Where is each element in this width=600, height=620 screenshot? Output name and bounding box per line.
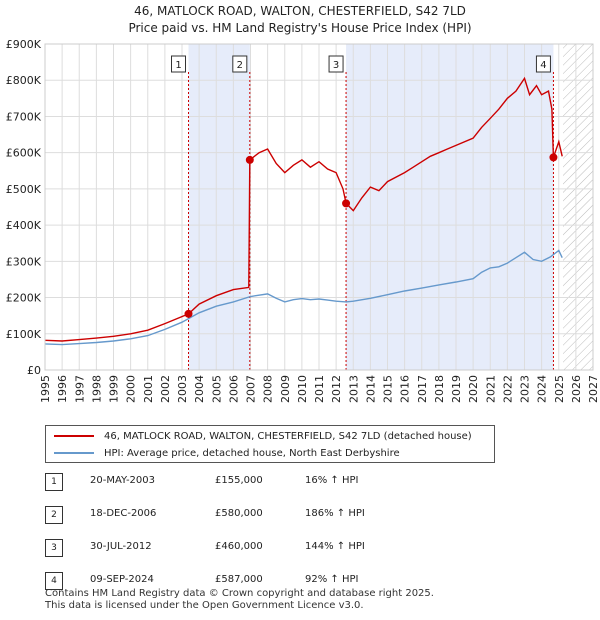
legend-item-property: 46, MATLOCK ROAD, WALTON, CHESTERFIELD, … bbox=[54, 428, 472, 444]
y-tick-label: £500K bbox=[6, 183, 42, 196]
y-tick-label: £800K bbox=[6, 74, 42, 87]
x-tick-label: 2022 bbox=[501, 375, 514, 403]
transaction-price: £587,000 bbox=[215, 574, 263, 585]
x-tick-label: 2010 bbox=[296, 375, 309, 403]
sale-label-box bbox=[232, 55, 248, 73]
x-tick-label: 2024 bbox=[536, 375, 549, 403]
x-tick-label: 2001 bbox=[142, 375, 155, 403]
x-tick-label: 1995 bbox=[39, 375, 52, 403]
transaction-price: £155,000 bbox=[215, 475, 263, 486]
transaction-date: 09-SEP-2024 bbox=[90, 574, 154, 585]
x-tick-label: 2020 bbox=[467, 375, 480, 403]
sale-label: 2 bbox=[237, 60, 243, 71]
table-row: 1 20-MAY-2003 £155,000 16% ↑ HPI bbox=[45, 473, 385, 491]
y-tick-label: £300K bbox=[6, 255, 42, 268]
x-tick-label: 2008 bbox=[262, 375, 275, 403]
footer-line1: Contains HM Land Registry data © Crown c… bbox=[45, 588, 434, 599]
sale-point bbox=[184, 309, 193, 318]
transaction-date: 30-JUL-2012 bbox=[90, 541, 152, 552]
x-tick-label: 2016 bbox=[399, 375, 412, 403]
legend-label-property: 46, MATLOCK ROAD, WALTON, CHESTERFIELD, … bbox=[104, 430, 472, 442]
table-row: 3 30-JUL-2012 £460,000 144% ↑ HPI bbox=[45, 539, 385, 557]
transaction-price: £460,000 bbox=[215, 541, 263, 552]
footer-line2: This data is licensed under the Open Gov… bbox=[45, 600, 364, 611]
x-tick-label: 2006 bbox=[227, 375, 240, 403]
transaction-number: 4 bbox=[45, 572, 63, 590]
y-tick-label: £400K bbox=[6, 219, 42, 232]
sale-label: 1 bbox=[175, 60, 181, 71]
transaction-date: 20-MAY-2003 bbox=[90, 475, 156, 486]
legend: 46, MATLOCK ROAD, WALTON, CHESTERFIELD, … bbox=[45, 425, 495, 463]
x-tick-label: 2023 bbox=[519, 375, 532, 403]
sale-point bbox=[549, 153, 558, 162]
transaction-number: 3 bbox=[45, 539, 63, 557]
y-tick-label: £900K bbox=[6, 38, 42, 51]
x-tick-label: 2015 bbox=[382, 375, 395, 403]
transaction-hpi: 16% ↑ HPI bbox=[305, 475, 359, 486]
transaction-number: 2 bbox=[45, 506, 63, 524]
x-tick-label: 1999 bbox=[108, 375, 121, 403]
legend-swatch-hpi bbox=[54, 452, 94, 454]
y-tick-label: £700K bbox=[6, 110, 42, 123]
x-tick-label: 2014 bbox=[364, 375, 377, 403]
x-tick-label: 2025 bbox=[553, 375, 566, 403]
legend-label-hpi: HPI: Average price, detached house, Nort… bbox=[104, 447, 400, 459]
sale-label-box bbox=[328, 55, 344, 73]
sale-point bbox=[245, 155, 254, 164]
x-tick-label: 2005 bbox=[210, 375, 223, 403]
legend-swatch-property bbox=[54, 435, 94, 437]
x-tick-label: 2019 bbox=[450, 375, 463, 403]
chart-title-line2: Price paid vs. HM Land Registry's House … bbox=[128, 21, 472, 35]
x-tick-label: 2027 bbox=[587, 375, 600, 403]
sale-label: 4 bbox=[540, 60, 546, 71]
x-tick-label: 2012 bbox=[330, 375, 343, 403]
x-tick-label: 2013 bbox=[347, 375, 360, 403]
y-tick-label: £100K bbox=[6, 328, 42, 341]
x-tick-label: 2003 bbox=[176, 375, 189, 403]
x-tick-label: 2018 bbox=[433, 375, 446, 403]
x-tick-label: 2004 bbox=[193, 375, 206, 403]
transaction-date: 18-DEC-2006 bbox=[90, 508, 157, 519]
footer: Contains HM Land Registry data © Crown c… bbox=[45, 588, 434, 612]
sale-label-box bbox=[535, 55, 551, 73]
shaded-ownership-period bbox=[188, 44, 250, 370]
x-tick-label: 2002 bbox=[159, 375, 172, 403]
table-row: 4 09-SEP-2024 £587,000 92% ↑ HPI bbox=[45, 572, 385, 590]
x-tick-label: 2017 bbox=[416, 375, 429, 403]
x-tick-label: 2011 bbox=[313, 375, 326, 403]
price-chart: £0 £100K £200K £300K £400K £500K £600K £700K £80… bbox=[6, 38, 600, 403]
transaction-hpi: 92% ↑ HPI bbox=[305, 574, 359, 585]
x-tick-label: 2000 bbox=[125, 375, 138, 403]
series-line-property bbox=[44, 76, 563, 342]
transaction-price: £580,000 bbox=[215, 508, 263, 519]
x-tick-label: 1998 bbox=[90, 375, 103, 403]
x-tick-label: 2026 bbox=[570, 375, 583, 403]
x-tick-label: 2021 bbox=[484, 375, 497, 403]
x-tick-label: 2007 bbox=[245, 375, 258, 403]
transaction-number: 1 bbox=[45, 473, 63, 491]
legend-item-hpi: HPI: Average price, detached house, Nort… bbox=[54, 445, 400, 461]
table-row: 2 18-DEC-2006 £580,000 186% ↑ HPI bbox=[45, 506, 385, 524]
x-tick-label: 1996 bbox=[56, 375, 69, 403]
y-tick-label: £0 bbox=[27, 364, 41, 377]
transaction-hpi: 186% ↑ HPI bbox=[305, 508, 365, 519]
sale-label: 3 bbox=[333, 60, 339, 71]
shaded-ownership-period bbox=[346, 44, 554, 370]
y-tick-label: £200K bbox=[6, 292, 42, 305]
series-line-hpi bbox=[44, 249, 563, 346]
x-tick-label: 1997 bbox=[73, 375, 86, 403]
x-tick-label: 2009 bbox=[279, 375, 292, 403]
y-tick-label: £600K bbox=[6, 147, 42, 160]
sale-point bbox=[342, 199, 351, 208]
plot-frame bbox=[44, 43, 594, 371]
transaction-hpi: 144% ↑ HPI bbox=[305, 541, 365, 552]
chart-title-line1: 46, MATLOCK ROAD, WALTON, CHESTERFIELD, … bbox=[134, 4, 466, 18]
sale-label-box bbox=[171, 55, 187, 73]
future-hatch-area bbox=[563, 44, 593, 370]
